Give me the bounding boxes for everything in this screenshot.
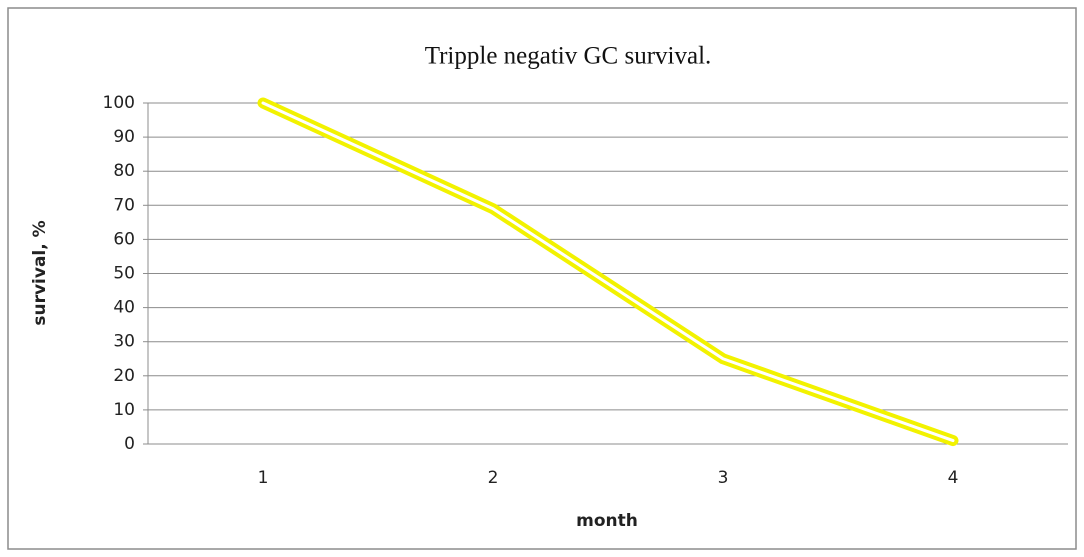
- x-tick-label: 3: [718, 468, 729, 488]
- line-inner: [261, 101, 955, 443]
- y-tick-label: 0: [124, 434, 135, 454]
- x-tick-label: 2: [488, 468, 499, 488]
- y-tick-label: 20: [113, 366, 135, 386]
- x-tick-label: 1: [258, 468, 269, 488]
- y-axis-title: survival, %: [30, 220, 50, 325]
- chart-title: Tripple negativ GC survival.: [425, 43, 712, 70]
- y-tick-label: 70: [113, 195, 135, 215]
- y-tick-label: 50: [113, 264, 135, 284]
- y-tick-label: 60: [113, 229, 135, 249]
- y-tick-label: 90: [113, 127, 135, 147]
- x-axis-title: month: [576, 511, 638, 531]
- chart-border: [7, 7, 1077, 550]
- y-tick-label: 10: [113, 400, 135, 420]
- y-tick-label: 100: [103, 93, 135, 113]
- y-tick-label: 80: [113, 161, 135, 181]
- x-tick-label: 4: [948, 468, 959, 488]
- y-tick-label: 40: [113, 298, 135, 318]
- y-tick-label: 30: [113, 332, 135, 352]
